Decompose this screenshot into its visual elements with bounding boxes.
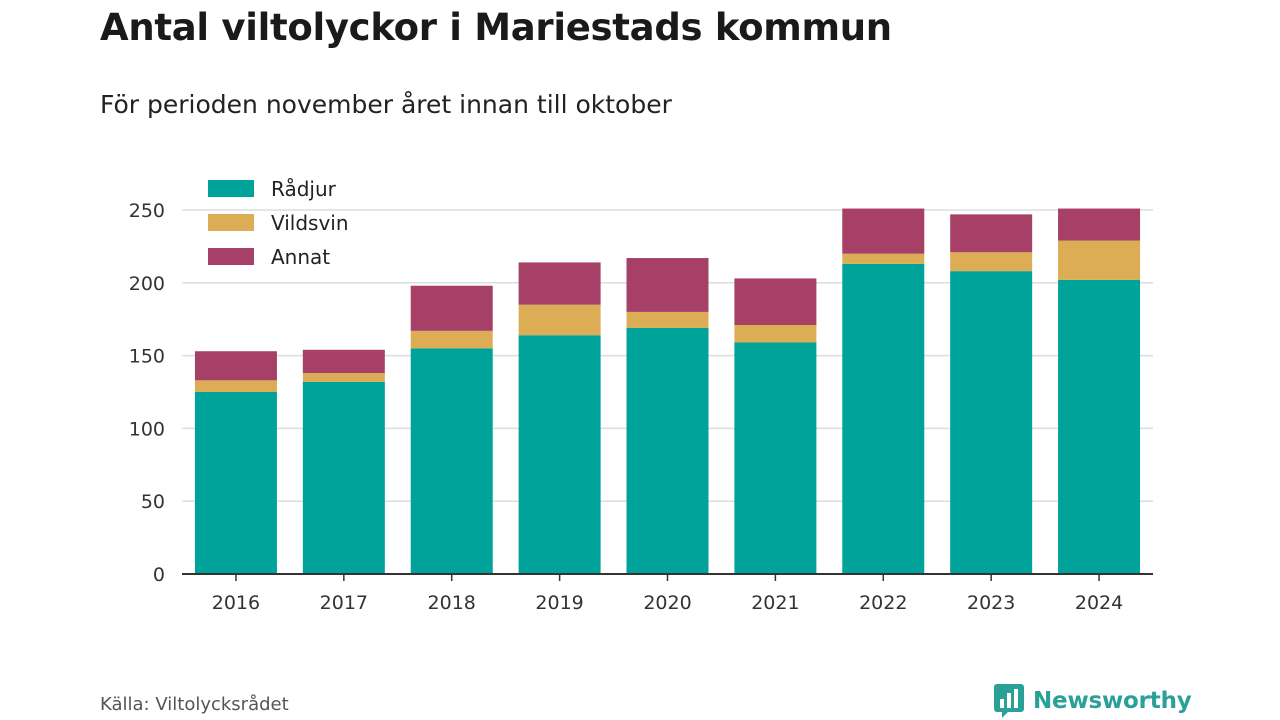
x-tick-label: 2019	[535, 592, 583, 614]
bar-2019-vildsvin	[518, 304, 601, 336]
bar-2016-rådjur	[194, 392, 277, 574]
y-tick-label: 100	[129, 418, 165, 440]
y-tick-label: 250	[129, 200, 165, 222]
bar-2020-rådjur	[626, 327, 709, 574]
y-tick-label: 150	[129, 346, 165, 368]
bar-2022-annat	[842, 208, 925, 254]
bar-2016-annat	[194, 351, 277, 381]
bar-2022-rådjur	[842, 263, 925, 574]
source-note: Källa: Viltolycksrådet	[100, 694, 289, 715]
bar-2020-annat	[626, 258, 709, 312]
bar-2017-rådjur	[302, 381, 385, 574]
bar-2017-vildsvin	[302, 373, 385, 382]
bar-2021-vildsvin	[734, 325, 817, 343]
legend-label-vildsvin: Vildsvin	[271, 211, 349, 235]
y-tick-label: 200	[129, 273, 165, 295]
newsworthy-bars-icon	[994, 684, 1024, 718]
bar-2023-vildsvin	[950, 252, 1033, 272]
bar-2018-rådjur	[410, 348, 493, 574]
bar-2021-annat	[734, 278, 817, 326]
bar-2019-rådjur	[518, 335, 601, 574]
bar-2018-vildsvin	[410, 330, 493, 349]
bar-2016-vildsvin	[194, 380, 277, 392]
y-tick-label: 50	[141, 491, 165, 513]
bar-2021-rådjur	[734, 342, 817, 574]
bar-2023-rådjur	[950, 271, 1033, 574]
bar-2019-annat	[518, 262, 601, 305]
x-tick-label: 2017	[320, 592, 368, 614]
legend-swatch-annat	[208, 248, 254, 265]
bar-2024-vildsvin	[1058, 240, 1141, 280]
legend-label-annat: Annat	[271, 245, 330, 269]
x-tick-label: 2021	[751, 592, 799, 614]
brand-name: Newsworthy	[1033, 688, 1192, 714]
chart-title: Antal viltolyckor i Mariestads kommun	[100, 6, 892, 49]
x-tick-label: 2024	[1075, 592, 1123, 614]
newsworthy-logo: Newsworthy	[994, 684, 1192, 718]
x-tick-label: 2020	[643, 592, 691, 614]
bar-2020-vildsvin	[626, 311, 709, 328]
y-tick-label: 0	[153, 564, 165, 586]
legend-swatch-rådjur	[208, 180, 254, 197]
legend-swatch-vildsvin	[208, 214, 254, 231]
bar-2023-annat	[950, 214, 1033, 253]
bar-2017-annat	[302, 349, 385, 374]
bar-2024-annat	[1058, 208, 1141, 241]
x-tick-label: 2016	[212, 592, 260, 614]
x-tick-label: 2023	[967, 592, 1015, 614]
bar-2024-rådjur	[1058, 279, 1141, 574]
bar-2018-annat	[410, 285, 493, 331]
x-tick-label: 2022	[859, 592, 907, 614]
chart-subtitle: För perioden november året innan till ok…	[100, 90, 672, 119]
bar-2022-vildsvin	[842, 253, 925, 264]
x-tick-label: 2018	[428, 592, 476, 614]
legend-label-rådjur: Rådjur	[271, 177, 337, 201]
